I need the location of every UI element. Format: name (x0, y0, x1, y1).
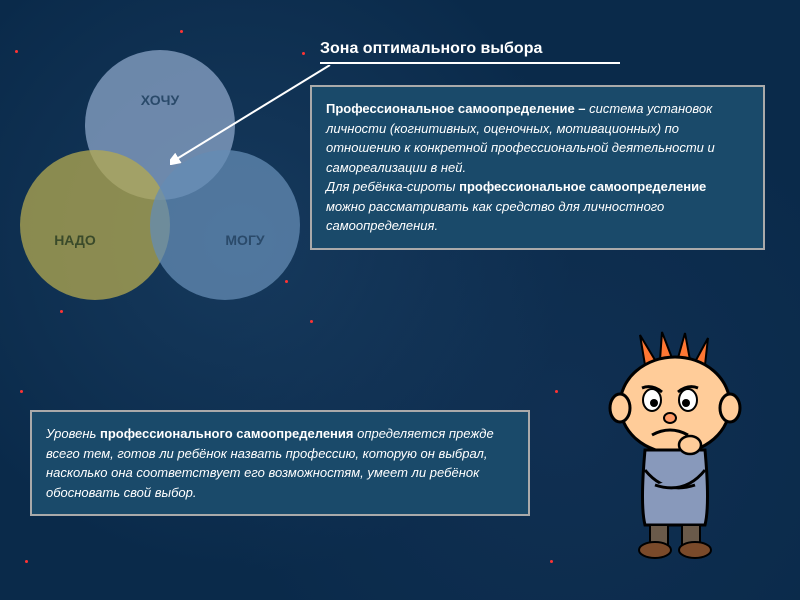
definition-box: Профессиональное самоопределение – систе… (310, 85, 765, 250)
thinking-child-illustration (590, 330, 760, 560)
venn-diagram: ХОЧУ НАДО МОГУ (20, 50, 300, 310)
definition-heading: Профессиональное самоопределение – (326, 101, 586, 116)
decorative-dot (15, 50, 18, 53)
venn-circle-need: НАДО (20, 150, 170, 300)
decorative-dot (555, 390, 558, 393)
decorative-dot (550, 560, 553, 563)
level-text-a: Уровень (46, 426, 100, 441)
decorative-dot (25, 560, 28, 563)
venn-circle-can: МОГУ (150, 150, 300, 300)
title-zone: Зона оптимального выбора (320, 40, 620, 64)
decorative-dot (20, 390, 23, 393)
decorative-dot (310, 320, 313, 323)
decorative-dot (180, 30, 183, 33)
decorative-dot (60, 310, 63, 313)
definition-text2b: профессиональное самоопределение (459, 179, 706, 194)
level-text-b: профессионального самоопределения (100, 426, 354, 441)
level-box: Уровень профессионального самоопределени… (30, 410, 530, 516)
venn-label-need: НАДО (54, 232, 96, 248)
definition-text2c: можно рассматривать как средство для лич… (326, 199, 664, 234)
title-text: Зона оптимального выбора (320, 40, 542, 57)
venn-label-want: ХОЧУ (141, 92, 179, 108)
decorative-dot (302, 52, 305, 55)
venn-label-can: МОГУ (225, 232, 264, 248)
definition-text2a: Для ребёнка-сироты (326, 179, 459, 194)
